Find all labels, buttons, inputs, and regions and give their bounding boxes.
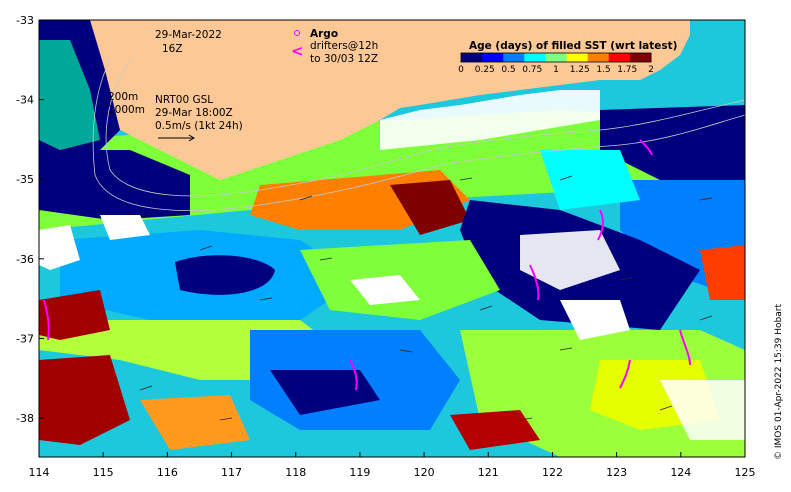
colorbar-segment xyxy=(482,53,504,62)
lon-tick-label: 125 xyxy=(735,466,756,479)
isobath-1000-label: 1000m xyxy=(108,104,145,116)
colorbar-tick-label: 0.5 xyxy=(501,65,515,75)
lat-tick-label: -34 xyxy=(16,94,34,107)
colorbar-tick-label: 0 xyxy=(458,65,464,75)
colorbar xyxy=(460,52,652,63)
colorbar-tick-label: 1.75 xyxy=(617,65,637,75)
sst-age-field xyxy=(39,105,745,457)
lat-tick-label: -33 xyxy=(16,14,34,27)
drifter-marker-icon: < xyxy=(291,42,304,60)
colorbar-ticks: 0 0.25 0.5 0.75 1 1.25 1.5 1.75 2 xyxy=(458,65,654,75)
drifter-tracks xyxy=(43,139,691,391)
lat-tick-label: -36 xyxy=(16,253,34,266)
colorbar-frame xyxy=(460,52,652,63)
colorbar-segment xyxy=(503,53,525,62)
lon-tick-label: 122 xyxy=(542,466,563,479)
longitude-axis: 114 115 116 117 118 119 120 121 122 123 124 125 xyxy=(29,452,756,479)
land-west-coast xyxy=(90,20,135,85)
colorbar-tick-label: 0.75 xyxy=(522,65,542,75)
colorbar-tick-label: 0.25 xyxy=(475,65,495,75)
lon-tick-label: 119 xyxy=(349,466,370,479)
credit-label: © IMOS 01-Apr-2022 15:39 Hobart xyxy=(774,304,784,460)
lon-tick-label: 116 xyxy=(157,466,178,479)
time-label: 16Z xyxy=(162,43,183,55)
isobath-200-label: 200m xyxy=(108,91,138,103)
colorbar-segment xyxy=(608,53,631,62)
colorbar-tick-label: 1.25 xyxy=(570,65,590,75)
colorbar-tick-label: 2 xyxy=(648,65,654,75)
lat-tick-label: -37 xyxy=(16,332,34,345)
lat-tick-label: -38 xyxy=(16,412,34,425)
lon-tick-label: 120 xyxy=(414,466,435,479)
lon-tick-label: 123 xyxy=(606,466,627,479)
colorbar-segment xyxy=(629,53,652,62)
colorbar-title: Age (days) of filled SST (wrt latest) xyxy=(469,40,677,52)
isobath-contours xyxy=(92,59,745,211)
colorbar-segment xyxy=(587,53,610,62)
vector-scale-label: 0.5m/s (1kt 24h) xyxy=(155,120,243,132)
colorbar-segment xyxy=(524,53,546,62)
colorbar-segment xyxy=(566,53,589,62)
map-plot-area xyxy=(39,20,745,457)
plot-frame xyxy=(38,19,746,458)
colorbar-tick-label: 1 xyxy=(553,65,559,75)
argo-label: Argo xyxy=(310,28,338,40)
drifters-label-line1: drifters@12h xyxy=(310,40,378,52)
current-source-label: NRT00 GSL xyxy=(155,94,213,106)
lon-tick-label: 124 xyxy=(670,466,691,479)
current-vectors xyxy=(139,175,713,421)
colorbar-tick-label: 1.5 xyxy=(596,65,610,75)
drifters-label-line2: to 30/03 12Z xyxy=(310,53,378,65)
lon-tick-label: 121 xyxy=(478,466,499,479)
lon-tick-label: 118 xyxy=(285,466,306,479)
lon-tick-label: 115 xyxy=(93,466,114,479)
vector-scale-arrow xyxy=(158,134,195,142)
current-time-label: 29-Mar 18:00Z xyxy=(155,107,233,119)
lat-tick-label: -35 xyxy=(16,173,34,186)
colorbar-segment xyxy=(545,53,568,62)
argo-marker-icon xyxy=(294,30,300,36)
date-label: 29-Mar-2022 xyxy=(155,29,222,41)
latitude-axis: -33 -34 -35 -36 -37 -38 xyxy=(16,14,44,425)
lon-tick-label: 114 xyxy=(29,466,50,479)
colorbar-segment xyxy=(461,53,483,62)
lon-tick-label: 117 xyxy=(221,466,242,479)
